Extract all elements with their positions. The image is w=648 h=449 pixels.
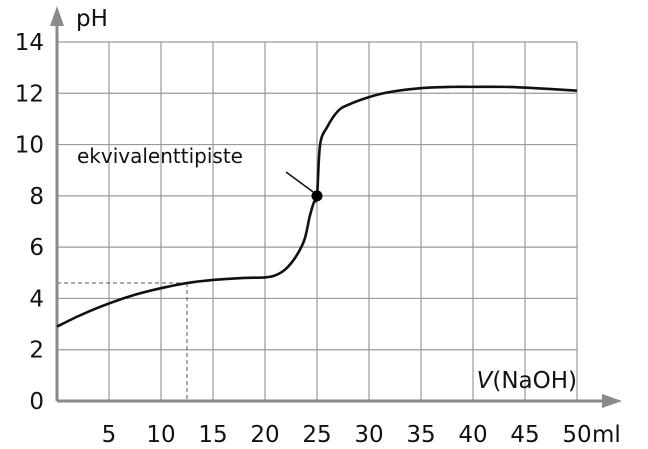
x-axis-variable: V — [477, 368, 495, 394]
x-tick-label: 15 — [198, 422, 227, 448]
y-axis-arrow — [50, 6, 64, 26]
ticks: 0 2 4 6 8 10 12 14 5 10 15 20 25 30 35 40 45 50 — [15, 30, 592, 448]
y-tick-label: 10 — [15, 133, 44, 159]
x-tick-label: 45 — [510, 422, 539, 448]
annotation-leader — [285, 171, 314, 193]
equivalence-point-marker — [311, 190, 323, 202]
y-tick-label: 12 — [15, 81, 44, 107]
y-tick-label: 14 — [15, 30, 44, 56]
x-tick-label: 40 — [458, 422, 487, 448]
x-tick-label: 35 — [406, 422, 435, 448]
y-tick-label: 0 — [29, 389, 44, 415]
y-axis-title: pH — [76, 6, 108, 32]
titration-curve — [56, 85, 578, 328]
y-tick-label: 8 — [29, 184, 44, 210]
x-tick-label: 30 — [354, 422, 383, 448]
x-tick-label: 10 — [146, 422, 175, 448]
grid — [57, 41, 578, 401]
x-tick-label: 50 — [562, 422, 591, 448]
x-tick-label: 25 — [302, 422, 331, 448]
x-axis-arrow — [602, 394, 622, 408]
annotation-label: ekvivalenttipiste — [77, 144, 243, 168]
x-tick-label: 5 — [102, 422, 117, 448]
y-tick-label: 6 — [29, 235, 44, 261]
guides — [57, 282, 188, 401]
y-tick-label: 4 — [29, 286, 44, 312]
y-tick-label: 2 — [29, 338, 44, 364]
axes — [50, 6, 622, 408]
x-tick-label: 20 — [250, 422, 279, 448]
curve-layer — [56, 85, 578, 328]
annotation-layer: ekvivalenttipiste — [77, 144, 323, 202]
x-axis-unit: ml — [592, 422, 621, 448]
x-axis-title: V(NaOH) — [477, 368, 577, 394]
x-axis-quantity: (NaOH) — [492, 368, 577, 394]
